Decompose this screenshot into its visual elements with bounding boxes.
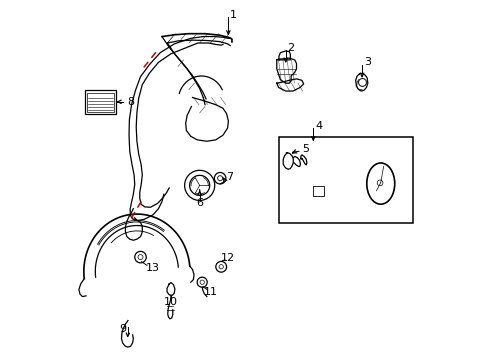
Ellipse shape — [366, 163, 394, 204]
Bar — [312, 186, 324, 196]
Text: 3: 3 — [363, 57, 370, 67]
Text: 2: 2 — [287, 43, 294, 53]
Text: 12: 12 — [221, 253, 235, 263]
Text: 7: 7 — [226, 172, 233, 182]
Bar — [87, 93, 113, 112]
Text: 6: 6 — [196, 198, 203, 208]
Text: 4: 4 — [315, 121, 322, 131]
Text: 9: 9 — [120, 324, 126, 334]
Text: 13: 13 — [146, 263, 160, 273]
Bar — [278, 137, 412, 223]
Text: 5: 5 — [302, 144, 309, 154]
Text: 8: 8 — [127, 97, 134, 107]
Bar — [85, 90, 116, 114]
Text: 10: 10 — [163, 297, 178, 307]
Text: 1: 1 — [230, 10, 237, 20]
Text: 11: 11 — [203, 287, 217, 297]
